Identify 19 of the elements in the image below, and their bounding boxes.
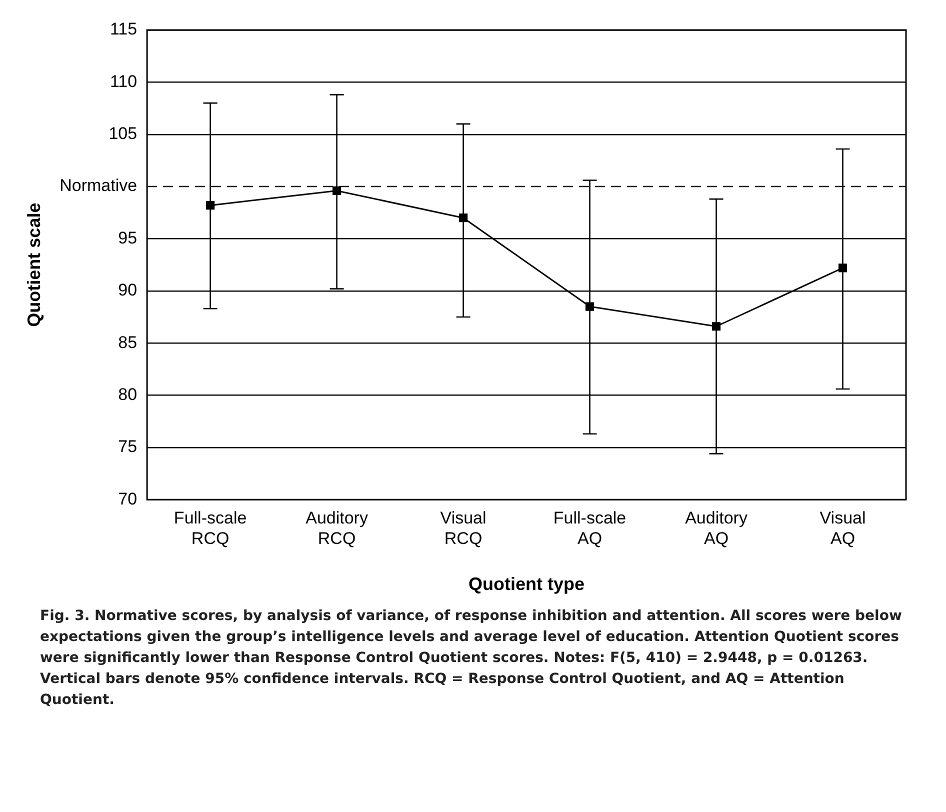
y-tick-label: 110 — [110, 72, 138, 91]
y-tick-label: 75 — [118, 437, 138, 456]
x-tick-label: Auditory AQ — [685, 508, 748, 548]
y-tick-label: 105 — [108, 124, 138, 144]
y-tick-label: 90 — [118, 280, 138, 300]
x-tick-label: Full-scale AQ — [553, 508, 626, 548]
y-tick-label: 70 — [118, 489, 138, 508]
x-tick-label: Auditory RCQ — [306, 508, 368, 548]
y-tick-label: 85 — [118, 332, 138, 352]
x-tick-label: Visual RCQ — [440, 508, 486, 548]
y-tick-label: 80 — [118, 384, 138, 404]
y-axis-title: Quotient scale — [24, 202, 44, 327]
x-tick-label: Full-scale RCQ — [174, 508, 247, 548]
y-tick-label: Normative — [60, 176, 138, 196]
x-tick-label: Visual AQ — [820, 508, 866, 548]
caption: Fig. 3. Normative scores, by analysis of variance, of response inhibition and attention. All scores were below expectations given the group’s intelligence levels and average level of education. Attention Quotient scores were significantly lower than Response Control Quotient scores. Notes: F(5, 410) = 2.9448, p = 0.01263. Vertical bars denote 95% confidence intervals. RCQ = Response Control Quotient, and AQ = Attention Quotient. — [40, 607, 903, 710]
y-tick-label: 115 — [110, 20, 138, 39]
y-tick-label: 95 — [118, 228, 138, 248]
x-axis-title: Quotient type — [468, 574, 585, 594]
